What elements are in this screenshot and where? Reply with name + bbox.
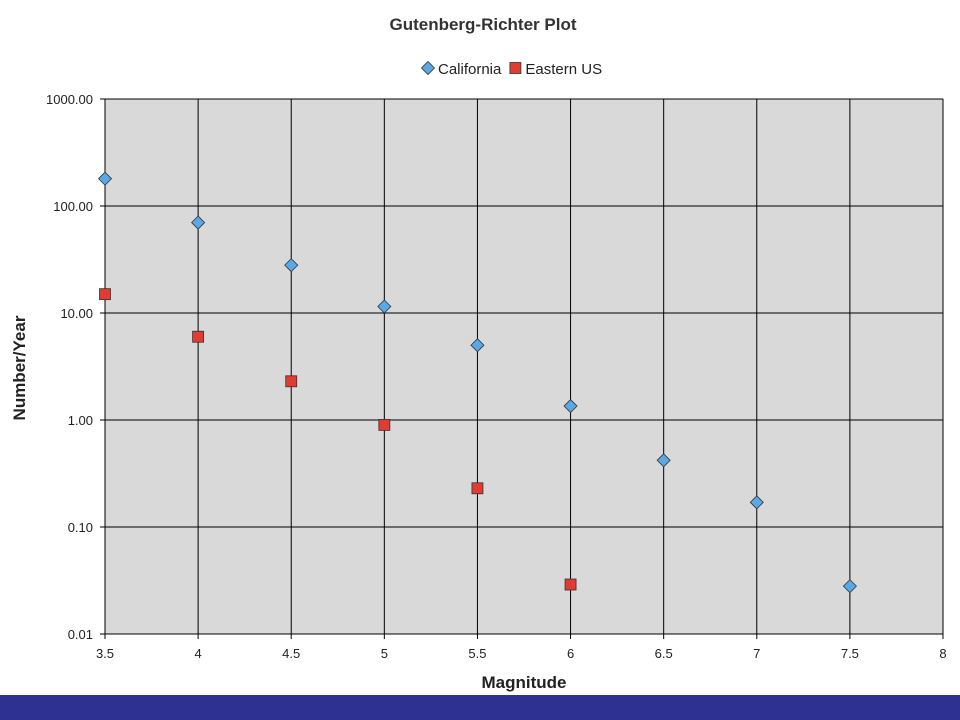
california-point [749, 495, 764, 510]
california-point [97, 171, 113, 186]
eastern-us-point [378, 418, 391, 431]
eastern-us-point [99, 288, 111, 301]
x-tick-label: 6.5 [655, 646, 673, 661]
x-tick-label: 3.5 [96, 646, 114, 661]
eastern-us-point [192, 330, 205, 343]
x-tick-label: 7 [753, 646, 760, 661]
x-tick-label: 5 [381, 646, 388, 661]
y-tick-label: 10.00 [60, 306, 93, 321]
eastern-us-point [471, 482, 484, 495]
x-tick-label: 4.5 [282, 646, 300, 661]
legend: California Eastern US [420, 60, 602, 78]
california-point [656, 453, 671, 468]
california-point [470, 338, 485, 353]
footer-bar [0, 695, 960, 720]
y-tick-label: 0.01 [68, 627, 93, 642]
legend-eastern-us-marker [509, 62, 522, 74]
eastern-us-point [564, 578, 577, 591]
california-point [842, 579, 857, 594]
x-tick-label: 8 [939, 646, 946, 661]
grid-lines [100, 98, 944, 639]
y-axis-ticks: 0.01 0.10 1.00 10.00 100.00 1000.00 [46, 92, 93, 642]
y-tick-label: 0.10 [68, 520, 93, 535]
x-tick-label: 5.5 [468, 646, 486, 661]
california-point [191, 215, 206, 230]
legend-eastern-us-label: Eastern US [525, 61, 602, 78]
gutenberg-richter-chart: Gutenberg-Richter Plot California Eastern… [10, 15, 947, 692]
y-tick-label: 1000.00 [46, 92, 93, 107]
y-tick-label: 100.00 [53, 199, 93, 214]
x-tick-label: 4 [194, 646, 201, 661]
chart-title: Gutenberg-Richter Plot [389, 15, 576, 34]
y-tick-label: 1.00 [68, 413, 93, 428]
x-tick-label: 6 [567, 646, 574, 661]
plot-area [104, 98, 944, 635]
x-axis-title: Magnitude [482, 673, 567, 692]
california-point [563, 398, 578, 414]
x-axis-ticks: 3.5 4 4.5 5 5.5 6 6.5 7 7.5 8 [96, 646, 947, 661]
y-axis-title: Number/Year [10, 315, 29, 420]
x-tick-label: 7.5 [841, 646, 859, 661]
legend-california-marker [420, 60, 436, 76]
california-point [377, 299, 392, 314]
data-points [97, 171, 857, 594]
legend-california-label: California [438, 61, 502, 78]
california-point [284, 258, 299, 273]
eastern-us-point [285, 375, 298, 388]
